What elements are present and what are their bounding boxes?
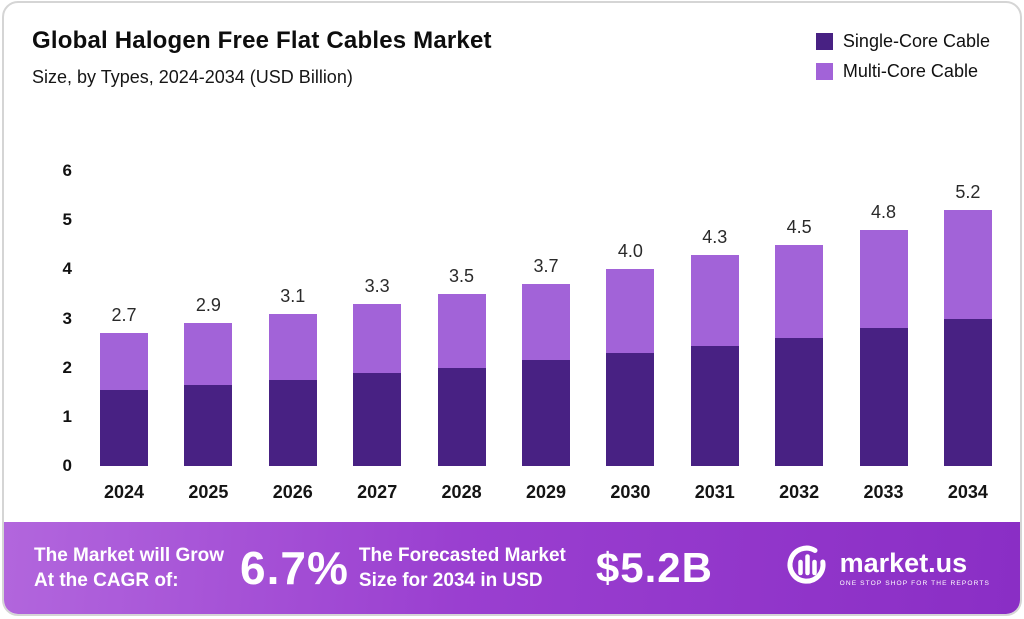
bar-total-label: 3.3 [364, 275, 390, 296]
x-tick-label: 2028 [441, 482, 482, 502]
header: Global Halogen Free Flat Cables Market S… [4, 3, 1020, 88]
brand-tagline: ONE STOP SHOP FOR THE REPORTS [839, 579, 990, 587]
bar-segment-multi-core [859, 230, 908, 329]
banner: The Market will Grow At the CAGR of: 6.7… [4, 522, 1020, 614]
bar-total-label: 3.7 [533, 256, 559, 277]
x-tick-label: 2026 [272, 482, 313, 502]
x-tick-label: 2027 [357, 482, 398, 502]
bar-total-label: 4.5 [786, 216, 812, 237]
legend-swatch-multi-core [815, 63, 833, 80]
bar-segment-multi-core [353, 303, 402, 373]
bar-column: 4.5 2032 [775, 171, 824, 502]
cagr-text-line2: At the CAGR of: [34, 570, 179, 591]
y-tick-label: 1 [62, 406, 72, 426]
bar-segment-single-core [943, 318, 992, 466]
legend-swatch-single-core [815, 33, 833, 50]
bar-total-label: 5.2 [955, 182, 981, 203]
bar-segment-single-core [775, 338, 824, 466]
cagr-text-line1: The Market will Grow [34, 544, 225, 566]
bar-column: 2.9 2025 [184, 171, 233, 502]
legend-item-multi-core: Multi-Core Cable [815, 61, 990, 82]
x-tick-label: 2034 [947, 482, 988, 502]
bar-column: 2.7 2024 [100, 171, 148, 502]
x-tick-label: 2029 [525, 482, 566, 502]
y-tick-label: 2 [62, 357, 72, 377]
brand-text: market.us ONE STOP SHOP FOR THE REPORTS [839, 547, 990, 587]
bar-column: 4.0 2030 [606, 171, 655, 502]
y-tick-label: 0 [62, 456, 72, 475]
bar-column: 3.1 2026 [268, 171, 317, 502]
x-tick-label: 2030 [610, 482, 651, 502]
x-tick-label: 2031 [694, 482, 735, 502]
y-tick-label: 5 [62, 210, 72, 230]
cagr-text: The Market will Grow At the CAGR of: [34, 543, 224, 593]
bar-segment-single-core [353, 372, 402, 466]
legend-item-single-core: Single-Core Cable [815, 31, 990, 52]
y-tick-label: 6 [62, 161, 72, 180]
title-block: Global Halogen Free Flat Cables Market S… [32, 27, 492, 88]
plot-area: 2.7 2024 2.9 2025 3.1 2026 3.3 2027 3.5 2028 3.7 20… [100, 171, 992, 502]
forecast-text-line2: Size for 2034 in USD [358, 570, 543, 591]
brand-logo: market.us ONE STOP SHOP FOR THE REPORTS [784, 543, 990, 594]
bar-segment-multi-core [606, 269, 655, 353]
bar-segment-single-core [606, 352, 655, 466]
forecast-text: The Forecasted Market Size for 2034 in U… [359, 543, 566, 593]
bar-column: 5.2 2034 [943, 171, 992, 502]
bar-segment-multi-core [437, 293, 486, 368]
bar-total-label: 4.0 [617, 241, 643, 262]
legend-label-multi-core: Multi-Core Cable [842, 61, 978, 81]
legend: Single-Core Cable Multi-Core Cable [815, 27, 992, 82]
x-tick-label: 2024 [103, 482, 145, 502]
bar-segment-multi-core [100, 333, 148, 390]
bar-segment-single-core [184, 384, 233, 466]
bar-segment-multi-core [943, 210, 992, 319]
bar-column: 3.7 2029 [521, 171, 570, 502]
bar-segment-single-core [268, 379, 317, 466]
page-subtitle: Size, by Types, 2024-2034 (USD Billion) [32, 67, 353, 87]
bar-total-label: 4.3 [702, 226, 728, 247]
bar-total-label: 3.1 [280, 285, 306, 306]
bar-total-label: 3.5 [449, 265, 475, 286]
bar-segment-single-core [690, 345, 739, 466]
page-title: Global Halogen Free Flat Cables Market [32, 27, 492, 54]
bar-column: 3.5 2028 [437, 171, 486, 502]
x-tick-label: 2025 [188, 482, 229, 502]
bar-segment-single-core [859, 328, 908, 466]
bar-segment-single-core [100, 389, 148, 466]
bar-segment-multi-core [184, 323, 233, 385]
legend-label-single-core: Single-Core Cable [842, 31, 990, 51]
y-tick-label: 3 [62, 308, 72, 328]
forecast-text-line1: The Forecasted Market [358, 544, 566, 566]
bar-segment-multi-core [775, 244, 824, 339]
bar-column: 3.3 2027 [353, 171, 402, 502]
x-tick-label: 2032 [779, 482, 820, 502]
bar-segment-multi-core [521, 284, 570, 361]
bar-total-label: 2.7 [111, 305, 137, 326]
brand-waveform-icon [784, 543, 830, 594]
bar-segment-single-core [437, 367, 486, 466]
bar-column: 4.3 2031 [690, 171, 739, 502]
bar-column: 4.8 2033 [859, 171, 908, 502]
bar-segment-multi-core [268, 313, 317, 380]
x-tick-label: 2033 [863, 482, 904, 502]
cagr-value: 6.7% [240, 542, 349, 594]
brand-name: market.us [839, 547, 968, 578]
bar-total-label: 2.9 [195, 295, 221, 316]
bar-total-label: 4.8 [871, 202, 897, 223]
bar-segment-multi-core [690, 254, 739, 346]
forecast-value: $5.2B [595, 544, 713, 591]
bar-segment-single-core [521, 360, 570, 466]
y-axis: 0 1 2 3 4 5 6 [40, 162, 72, 475]
y-tick-label: 4 [62, 259, 72, 279]
